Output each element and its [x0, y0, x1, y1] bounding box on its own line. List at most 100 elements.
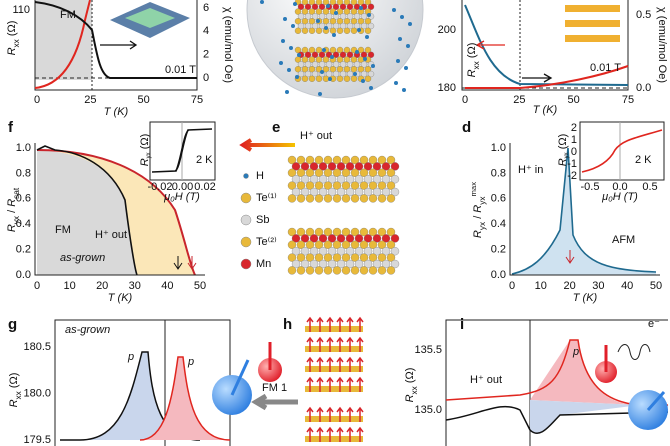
h-atom — [367, 13, 371, 17]
atom — [323, 266, 333, 275]
spin — [356, 356, 364, 372]
rxx-curve — [464, 4, 629, 86]
atom — [332, 194, 342, 203]
atom — [322, 18, 330, 25]
atom — [318, 247, 328, 256]
atom — [386, 168, 396, 177]
spin — [326, 316, 334, 332]
atom — [336, 18, 344, 25]
atom — [367, 70, 375, 78]
label-part: (Ω) — [8, 373, 20, 392]
atom — [309, 175, 319, 184]
atom — [297, 3, 305, 10]
atom — [323, 253, 333, 262]
atom — [336, 259, 346, 269]
h-atom — [398, 37, 402, 41]
atom — [291, 162, 301, 171]
atom — [309, 234, 319, 243]
electron-label: e⁻ — [648, 318, 660, 330]
tick-label: 4 — [203, 25, 209, 37]
axes — [509, 143, 660, 276]
peak-label: p — [187, 356, 194, 368]
spin — [346, 356, 354, 372]
atom — [354, 234, 364, 243]
atom — [386, 266, 396, 275]
atom — [315, 75, 323, 82]
atom — [343, 56, 351, 63]
shape — [565, 20, 620, 27]
label-part: yx — [146, 152, 152, 158]
h-atom — [287, 68, 291, 72]
spin — [306, 406, 314, 422]
tick-label: 0.6 — [16, 193, 31, 205]
legend-marker — [243, 173, 249, 179]
label-part: / — [6, 207, 18, 216]
h-out-label: H⁺ out — [470, 374, 502, 386]
atom — [346, 3, 354, 10]
atom — [339, 70, 347, 78]
atom — [332, 227, 342, 237]
h-atom — [260, 0, 264, 4]
peak-fill — [530, 400, 640, 434]
tick-label: 0 — [571, 146, 577, 158]
label-part: (Ω) — [404, 368, 416, 387]
atom — [309, 247, 319, 256]
atom — [350, 227, 360, 237]
asgrown-curve — [36, 145, 138, 276]
tick-label: 0.4 — [491, 218, 506, 230]
atom — [359, 240, 369, 249]
atom — [377, 266, 387, 275]
tick-label: 0.0 — [636, 82, 651, 94]
atom — [336, 0, 344, 6]
tick-label: 50 — [138, 94, 150, 106]
inset-temp: 2 K — [196, 154, 213, 166]
legend-label: Te⁽¹⁾ — [256, 192, 277, 204]
atom — [287, 227, 297, 237]
atom — [311, 61, 319, 68]
spin — [316, 316, 324, 332]
atom — [359, 227, 369, 237]
h-atom — [322, 48, 326, 52]
tick-label: 0.6 — [491, 193, 506, 205]
chi-curve — [34, 1, 197, 79]
h-atom — [355, 50, 359, 54]
atom — [390, 187, 400, 197]
atom — [311, 3, 319, 10]
spin — [356, 316, 364, 332]
atom — [332, 70, 340, 78]
tick-label: 0.0 — [612, 181, 627, 193]
atom — [345, 234, 355, 243]
label-part: R — [466, 69, 478, 77]
atom — [297, 13, 305, 20]
atom — [301, 27, 309, 34]
atom — [296, 168, 306, 177]
atom — [364, 0, 372, 6]
atom — [294, 18, 302, 25]
atom — [350, 266, 360, 275]
atom — [296, 266, 306, 275]
atom — [343, 0, 351, 6]
atom — [311, 51, 319, 58]
label-part: R — [6, 224, 18, 232]
layer — [305, 326, 363, 332]
phase: AFM — [612, 234, 635, 246]
crystal-stack — [287, 155, 400, 275]
h-in-label: H⁺ in — [518, 164, 543, 176]
tick-label: 0.02 — [194, 181, 215, 193]
atom — [364, 66, 372, 73]
tick-label: 0.5 — [636, 9, 651, 21]
peak-curve — [445, 339, 669, 407]
tick-label: 135.5 — [414, 344, 442, 356]
y-label: Ryx (Ω) — [139, 134, 152, 167]
atom — [367, 51, 375, 58]
panel-label: e — [272, 119, 280, 136]
layer — [305, 346, 363, 352]
atom — [350, 8, 358, 15]
h-out-label: H⁺ out — [95, 229, 127, 241]
atom — [372, 187, 382, 197]
atom — [336, 175, 346, 184]
atom — [300, 234, 310, 243]
atom — [350, 75, 358, 82]
legend-marker — [240, 236, 252, 248]
atom — [315, 56, 323, 63]
